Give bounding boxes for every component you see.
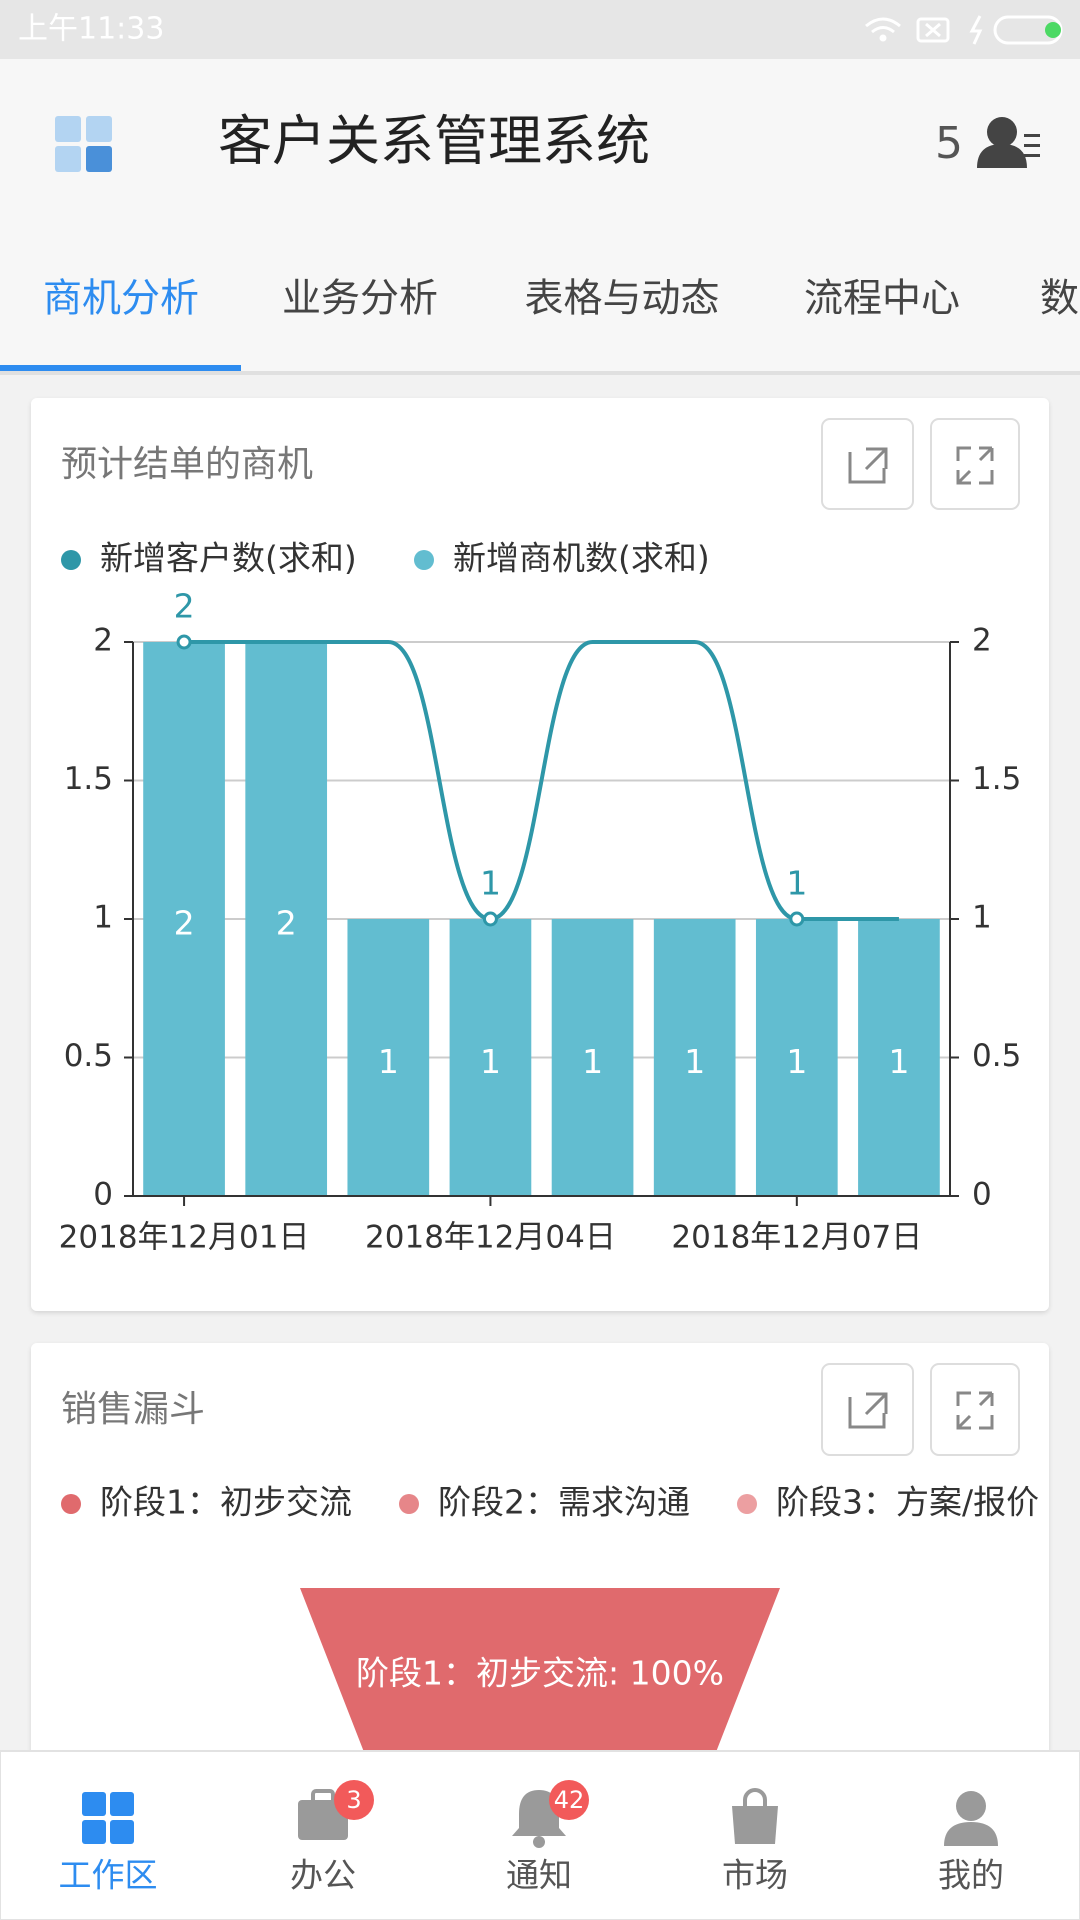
y2-tick-label: 1.5 — [972, 761, 1021, 797]
y-tick-label: 2 — [93, 623, 113, 659]
legend-marker — [61, 550, 81, 570]
status-time: 上午11:33 — [18, 12, 164, 47]
badge — [549, 1780, 589, 1820]
bar-value-label: 1 — [888, 1042, 909, 1081]
legend-label: 阶段2：需求沟通 — [438, 1483, 690, 1522]
y2-tick-label: 1 — [972, 900, 992, 936]
nav-label[interactable]: 办公 — [290, 1856, 356, 1895]
bar-value-label: 1 — [582, 1042, 603, 1081]
funnel-label: 阶段1：初步交流: 100% — [356, 1654, 724, 1693]
bar — [551, 919, 634, 1196]
badge-count: 42 — [554, 1786, 585, 1814]
line-point — [176, 634, 192, 650]
legend-label: 新增商机数(求和) — [453, 539, 710, 578]
legend-label: 新增客户数(求和) — [100, 539, 357, 578]
tab[interactable]: 流程中心 — [804, 277, 960, 322]
line-value-label: 2 — [174, 587, 195, 626]
bar — [347, 919, 430, 1196]
legend-marker — [399, 1494, 419, 1514]
user-count[interactable]: 5 — [935, 118, 963, 169]
line-point — [789, 911, 805, 927]
nav-office-icon[interactable] — [298, 1789, 348, 1840]
legend-marker — [737, 1494, 757, 1514]
legend-label: 阶段1：初步交流 — [100, 1483, 352, 1522]
bar-value-label: 2 — [276, 904, 297, 943]
tab[interactable]: 业务分析 — [282, 277, 438, 322]
card-title: 销售漏斗 — [61, 1389, 205, 1430]
bar-value-label: 1 — [378, 1042, 399, 1081]
nav-workspace-icon[interactable] — [82, 1792, 134, 1844]
app-icon[interactable] — [55, 116, 112, 172]
nav-label[interactable]: 市场 — [722, 1856, 788, 1895]
fullscreen-button[interactable] — [930, 418, 1020, 510]
line-value-label: 1 — [480, 864, 501, 903]
nav-label[interactable]: 我的 — [938, 1856, 1004, 1895]
line — [184, 639, 899, 922]
tab[interactable]: 商机分析 — [43, 277, 199, 322]
bar-value-label: 1 — [684, 1042, 705, 1081]
nav-label[interactable]: 通知 — [506, 1856, 572, 1895]
legend-marker — [61, 1494, 81, 1514]
tab-shadow — [0, 371, 1080, 375]
line-value-label: 1 — [786, 864, 807, 903]
bottom-nav — [0, 1750, 1080, 1920]
bar — [755, 919, 838, 1196]
y2-tick-label: 0.5 — [972, 1038, 1021, 1074]
y-tick-label: 1.5 — [64, 761, 113, 797]
bar — [653, 919, 736, 1196]
tab[interactable]: 数 — [1040, 277, 1079, 322]
y2-tick-label: 0 — [972, 1177, 992, 1213]
status-bar — [0, 0, 1080, 59]
funnel-stage — [300, 1588, 780, 1751]
app-title: 客户关系管理系统 — [218, 110, 650, 173]
bar-value-label: 1 — [786, 1042, 807, 1081]
bar — [143, 642, 225, 1196]
legend-marker — [414, 550, 434, 570]
share-button[interactable] — [821, 418, 914, 510]
legend-label: 阶段3：方案/报价 — [776, 1483, 1039, 1522]
bar-value-label: 1 — [480, 1042, 501, 1081]
nav-market-icon[interactable] — [732, 1788, 778, 1844]
x-tick-label: 2018年12月07日 — [671, 1220, 922, 1256]
header — [0, 59, 1080, 371]
nav-me-icon[interactable] — [944, 1791, 998, 1846]
tab-indicator — [0, 365, 241, 371]
fullscreen-button[interactable] — [930, 1363, 1020, 1456]
share-button[interactable] — [821, 1363, 914, 1456]
chart: 新增客户数(求和) 新增商机数(求和) 0 0.5 1 1.5 2 0 0.5 1 1.5 2 2018… — [59, 539, 1022, 1256]
line-point — [482, 911, 498, 927]
nav-label[interactable]: 工作区 — [59, 1856, 158, 1895]
badge — [334, 1780, 374, 1820]
card-title: 预计结单的商机 — [61, 444, 313, 485]
bar — [449, 919, 532, 1196]
tab[interactable]: 表格与动态 — [524, 277, 719, 322]
y-tick-label: 0.5 — [64, 1038, 113, 1074]
bar — [858, 919, 940, 1196]
bar — [245, 642, 328, 1196]
status-icons — [865, 15, 1063, 45]
y-tick-label: 1 — [93, 900, 113, 936]
x-tick-label: 2018年12月01日 — [59, 1220, 310, 1256]
user-icon[interactable] — [977, 117, 1040, 168]
badge-count: 3 — [346, 1786, 361, 1814]
y2-tick-label: 2 — [972, 623, 992, 659]
x-tick-label: 2018年12月04日 — [365, 1220, 616, 1256]
y-tick-label: 0 — [93, 1177, 113, 1213]
bar-value-label: 2 — [174, 904, 195, 943]
